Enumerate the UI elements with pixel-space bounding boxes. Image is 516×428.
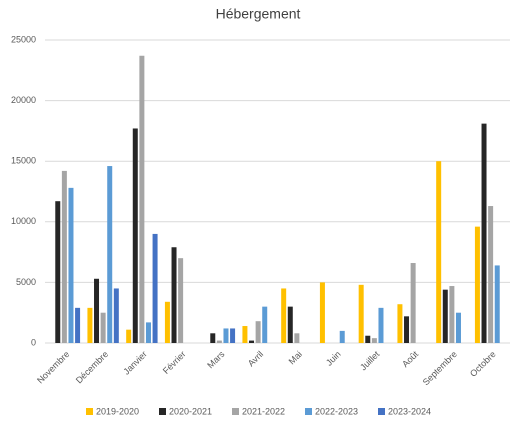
bar — [68, 187, 74, 343]
bar — [113, 288, 119, 343]
bar — [223, 328, 229, 343]
x-tick-label: Septembre — [421, 349, 459, 387]
bar — [474, 226, 480, 343]
bar — [371, 338, 377, 343]
bar — [216, 340, 222, 343]
y-tick-label: 5000 — [16, 277, 36, 287]
legend-label: 2023-2024 — [388, 406, 431, 416]
bar — [262, 306, 268, 343]
bar — [100, 312, 106, 343]
bar — [94, 278, 100, 343]
bar — [126, 329, 132, 343]
bar — [249, 340, 255, 343]
bar — [365, 335, 371, 343]
bar — [255, 321, 261, 343]
x-tick-label: Juin — [324, 349, 343, 368]
bar — [164, 301, 170, 343]
bar — [145, 322, 151, 343]
x-tick-label: Décembre — [74, 349, 110, 385]
y-tick-label: 20000 — [11, 95, 36, 105]
y-tick-label: 0 — [31, 337, 36, 347]
bar — [410, 263, 416, 343]
bar — [358, 284, 364, 343]
x-tick-label: Novembre — [35, 349, 71, 385]
x-tick-label: Octobre — [468, 349, 498, 379]
bar — [449, 286, 455, 343]
bar — [378, 307, 384, 343]
legend-swatch — [305, 408, 312, 415]
bar — [132, 128, 138, 343]
chart-title: Hébergement — [216, 6, 301, 22]
bar — [294, 333, 300, 343]
bar — [171, 247, 177, 343]
bar — [339, 330, 345, 343]
bar — [397, 304, 403, 343]
bar — [55, 201, 61, 343]
x-tick-label: Mars — [205, 349, 227, 371]
legend-swatch — [159, 408, 166, 415]
bar — [139, 55, 145, 343]
bar — [404, 316, 410, 343]
bar — [230, 328, 236, 343]
bar — [488, 206, 494, 343]
bar — [481, 123, 487, 344]
x-tick-label: Juillet — [358, 349, 382, 373]
bar — [455, 312, 461, 343]
bar — [436, 161, 442, 343]
legend-label: 2019-2020 — [96, 406, 139, 416]
x-tick-label: Avril — [246, 349, 265, 368]
legend-swatch — [232, 408, 239, 415]
y-tick-label: 25000 — [11, 34, 36, 44]
y-tick-label: 15000 — [11, 156, 36, 166]
bar — [210, 333, 216, 343]
bar — [242, 326, 248, 343]
bar — [152, 233, 158, 343]
bar — [61, 170, 67, 343]
bar — [87, 307, 93, 343]
bar — [442, 289, 448, 343]
x-tick-label: Février — [161, 349, 188, 376]
x-tick-label: Janvier — [121, 349, 149, 377]
bar — [281, 288, 287, 343]
bar — [319, 282, 325, 343]
legend-label: 2020-2021 — [169, 406, 212, 416]
bar — [75, 307, 81, 343]
bar — [287, 306, 293, 343]
bar — [494, 265, 500, 343]
legend-label: 2021-2022 — [242, 406, 285, 416]
x-tick-label: Août — [400, 349, 421, 370]
legend-swatch — [378, 408, 385, 415]
legend-label: 2022-2023 — [315, 406, 358, 416]
legend-swatch — [86, 408, 93, 415]
x-tick-label: Mai — [287, 349, 304, 366]
bar — [178, 258, 184, 343]
y-tick-label: 10000 — [11, 216, 36, 226]
bar — [107, 166, 113, 343]
